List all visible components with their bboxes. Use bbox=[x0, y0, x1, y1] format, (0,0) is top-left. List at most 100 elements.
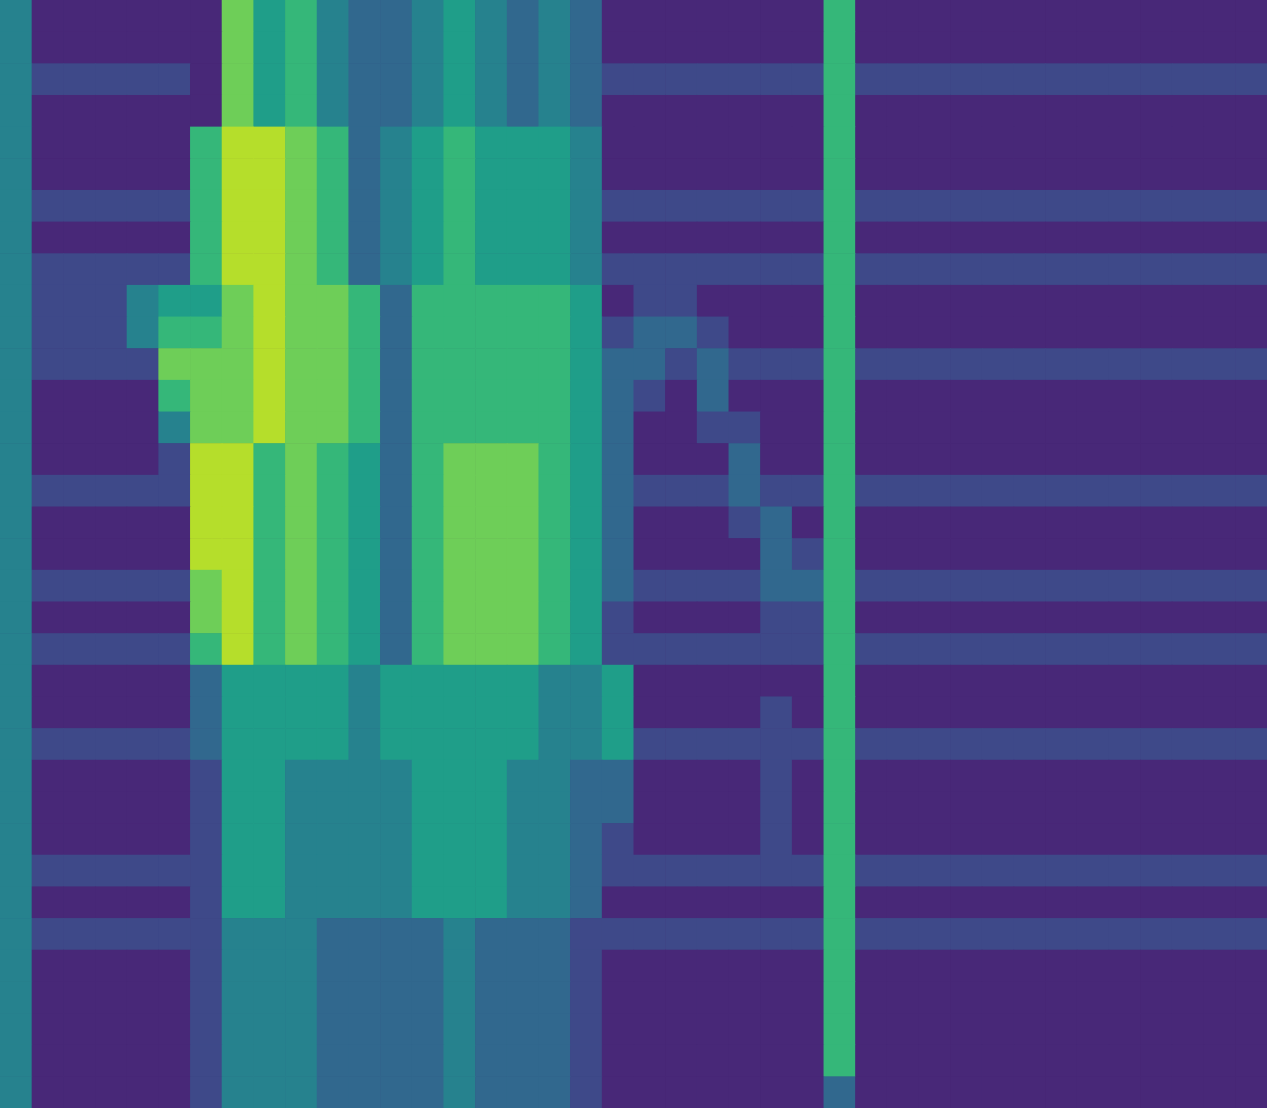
cell bbox=[127, 222, 159, 254]
cell bbox=[665, 0, 697, 32]
cell bbox=[1045, 950, 1077, 982]
cell bbox=[1235, 475, 1267, 507]
cell bbox=[538, 285, 570, 317]
cell bbox=[190, 253, 222, 285]
cell bbox=[317, 443, 349, 475]
cell bbox=[792, 317, 824, 349]
cell bbox=[887, 918, 919, 950]
cell bbox=[380, 63, 412, 95]
cell bbox=[697, 253, 729, 285]
cell bbox=[982, 1076, 1014, 1108]
cell bbox=[1140, 253, 1172, 285]
cell bbox=[412, 791, 444, 823]
cell bbox=[475, 95, 507, 127]
cell bbox=[792, 823, 824, 855]
cell bbox=[253, 696, 285, 728]
cell bbox=[127, 728, 159, 760]
cell bbox=[1235, 412, 1267, 444]
cell bbox=[887, 475, 919, 507]
cell bbox=[1172, 570, 1204, 602]
cell bbox=[1077, 538, 1109, 570]
cell bbox=[32, 190, 64, 222]
cell bbox=[507, 190, 539, 222]
cell bbox=[950, 760, 982, 792]
cell bbox=[855, 570, 887, 602]
cell bbox=[602, 696, 634, 728]
cell bbox=[0, 158, 32, 190]
cell bbox=[1235, 95, 1267, 127]
cell bbox=[982, 380, 1014, 412]
cell bbox=[158, 950, 190, 982]
cell bbox=[1014, 412, 1046, 444]
cell bbox=[538, 981, 570, 1013]
cell bbox=[602, 222, 634, 254]
cell bbox=[348, 570, 380, 602]
cell bbox=[697, 601, 729, 633]
cell bbox=[1172, 918, 1204, 950]
cell bbox=[792, 728, 824, 760]
cell bbox=[665, 538, 697, 570]
cell bbox=[190, 791, 222, 823]
cell bbox=[538, 633, 570, 665]
cell bbox=[1014, 285, 1046, 317]
cell bbox=[443, 127, 475, 159]
cell bbox=[1077, 570, 1109, 602]
cell bbox=[1172, 190, 1204, 222]
cell bbox=[1172, 95, 1204, 127]
cell bbox=[222, 760, 254, 792]
cell bbox=[1204, 32, 1236, 64]
cell bbox=[95, 0, 127, 32]
cell bbox=[1045, 253, 1077, 285]
cell bbox=[792, 158, 824, 190]
cell bbox=[285, 380, 317, 412]
cell bbox=[95, 63, 127, 95]
cell bbox=[602, 760, 634, 792]
cell bbox=[950, 886, 982, 918]
cell bbox=[380, 222, 412, 254]
cell bbox=[855, 981, 887, 1013]
cell bbox=[1109, 601, 1141, 633]
cell bbox=[1235, 855, 1267, 887]
cell bbox=[507, 507, 539, 539]
cell bbox=[760, 32, 792, 64]
cell bbox=[824, 665, 856, 697]
cell bbox=[729, 791, 761, 823]
cell bbox=[127, 855, 159, 887]
cell bbox=[95, 443, 127, 475]
cell bbox=[158, 538, 190, 570]
cell bbox=[570, 918, 602, 950]
cell bbox=[634, 950, 666, 982]
cell bbox=[158, 728, 190, 760]
cell bbox=[317, 886, 349, 918]
cell bbox=[1014, 380, 1046, 412]
cell bbox=[729, 348, 761, 380]
cell bbox=[729, 63, 761, 95]
cell bbox=[982, 855, 1014, 887]
cell bbox=[729, 190, 761, 222]
cell bbox=[507, 443, 539, 475]
cell bbox=[729, 538, 761, 570]
cell bbox=[855, 190, 887, 222]
cell bbox=[729, 981, 761, 1013]
cell bbox=[63, 823, 95, 855]
cell bbox=[0, 0, 32, 32]
cell bbox=[1172, 127, 1204, 159]
cell bbox=[1014, 633, 1046, 665]
cell bbox=[1140, 538, 1172, 570]
cell bbox=[1014, 791, 1046, 823]
cell bbox=[0, 63, 32, 95]
cell bbox=[380, 95, 412, 127]
cell bbox=[412, 507, 444, 539]
cell bbox=[538, 32, 570, 64]
cell bbox=[1014, 886, 1046, 918]
cell bbox=[507, 95, 539, 127]
cell bbox=[729, 507, 761, 539]
cell bbox=[1077, 633, 1109, 665]
cell bbox=[253, 633, 285, 665]
cell bbox=[443, 507, 475, 539]
cell bbox=[443, 1013, 475, 1045]
cell bbox=[602, 1013, 634, 1045]
cell bbox=[95, 823, 127, 855]
cell bbox=[317, 538, 349, 570]
cell bbox=[950, 918, 982, 950]
